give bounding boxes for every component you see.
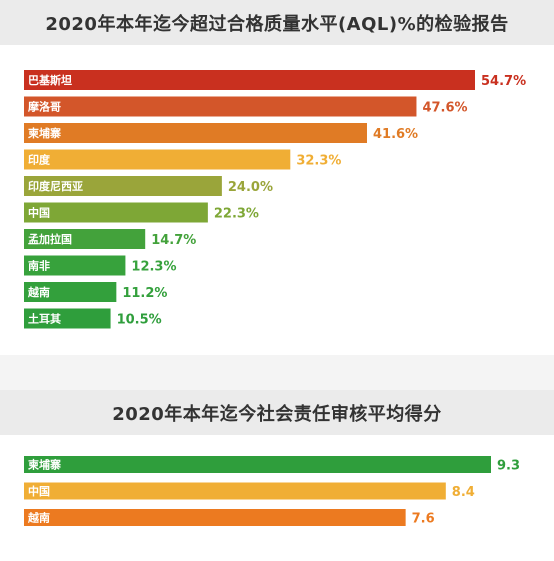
- section-divider: [0, 355, 554, 390]
- audit-category-label-1: 柬埔寨: [28, 458, 61, 472]
- aql-category-label-7: 孟加拉国: [28, 232, 72, 246]
- aql-bar-10: [24, 308, 111, 329]
- aql-category-label-6: 中国: [28, 206, 50, 220]
- aql-bar-3: [24, 123, 367, 143]
- aql-category-label-8: 南非: [28, 259, 50, 273]
- aql-category-label-10: 土耳其: [28, 312, 61, 326]
- aql-category-label-4: 印度: [28, 153, 51, 167]
- aql-value-label-6: 22.3%: [214, 207, 259, 222]
- aql-bar-2: [24, 96, 417, 117]
- audit-category-label-3: 越南: [27, 511, 50, 525]
- chart2-title: 2020年本年迄今社会责任审核平均得分: [112, 403, 442, 425]
- aql-value-label-2: 47.6%: [422, 101, 467, 116]
- aql-bar-6: [24, 202, 208, 223]
- aql-bar-4: [24, 149, 291, 170]
- audit-value-label-1: 9.3: [497, 459, 520, 474]
- audit-category-label-2: 中国: [28, 484, 50, 498]
- chart1-title: 2020年本年迄今超过合格质量水平(AQL)%的检验报告: [45, 13, 509, 35]
- aql-bar-1: [24, 70, 475, 90]
- aql-bar-8: [24, 255, 126, 276]
- aql-value-label-5: 24.0%: [228, 180, 273, 195]
- aql-bar-7: [24, 229, 146, 249]
- aql-bar-9: [24, 282, 117, 302]
- inspection-aql-bar-chart: 巴基斯坦 54.7% 摩洛哥 47.6% 柬埔寨 41.6% 印度 32.3% 印度尼西亚 24.…: [24, 70, 526, 329]
- audit-bar-3: [24, 509, 406, 526]
- aql-category-label-5: 印度尼西亚: [28, 179, 83, 193]
- social-audit-score-bar-chart: 柬埔寨 9.3 中国 8.4 越南 7.6: [24, 456, 520, 527]
- aql-value-label-7: 14.7%: [151, 233, 196, 248]
- aql-category-label-9: 越南: [27, 285, 50, 299]
- audit-bar-2: [24, 482, 446, 500]
- aql-value-label-4: 32.3%: [296, 154, 341, 169]
- audit-bar-1: [24, 456, 491, 473]
- aql-value-label-8: 12.3%: [131, 260, 176, 275]
- aql-value-label-10: 10.5%: [117, 313, 162, 328]
- aql-category-label-1: 巴基斯坦: [28, 73, 72, 87]
- aql-category-label-2: 摩洛哥: [28, 100, 61, 114]
- aql-value-label-3: 41.6%: [373, 127, 418, 142]
- audit-value-label-2: 8.4: [452, 485, 475, 500]
- chart2-header: 2020年本年迄今社会责任审核平均得分: [0, 390, 554, 435]
- aql-category-label-3: 柬埔寨: [28, 126, 61, 140]
- aql-bar-5: [24, 176, 222, 196]
- aql-value-label-9: 11.2%: [122, 286, 167, 301]
- audit-value-label-3: 7.6: [412, 512, 435, 527]
- chart1-header: 2020年本年迄今超过合格质量水平(AQL)%的检验报告: [0, 0, 554, 45]
- aql-value-label-1: 54.7%: [481, 74, 526, 89]
